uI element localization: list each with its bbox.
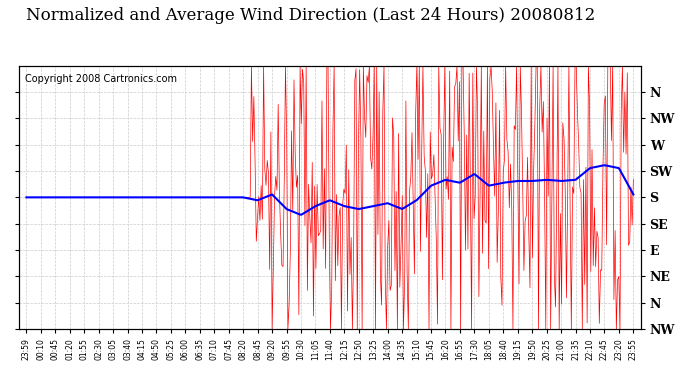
Text: Normalized and Average Wind Direction (Last 24 Hours) 20080812: Normalized and Average Wind Direction (L…	[26, 8, 595, 24]
Text: Copyright 2008 Cartronics.com: Copyright 2008 Cartronics.com	[26, 74, 177, 84]
